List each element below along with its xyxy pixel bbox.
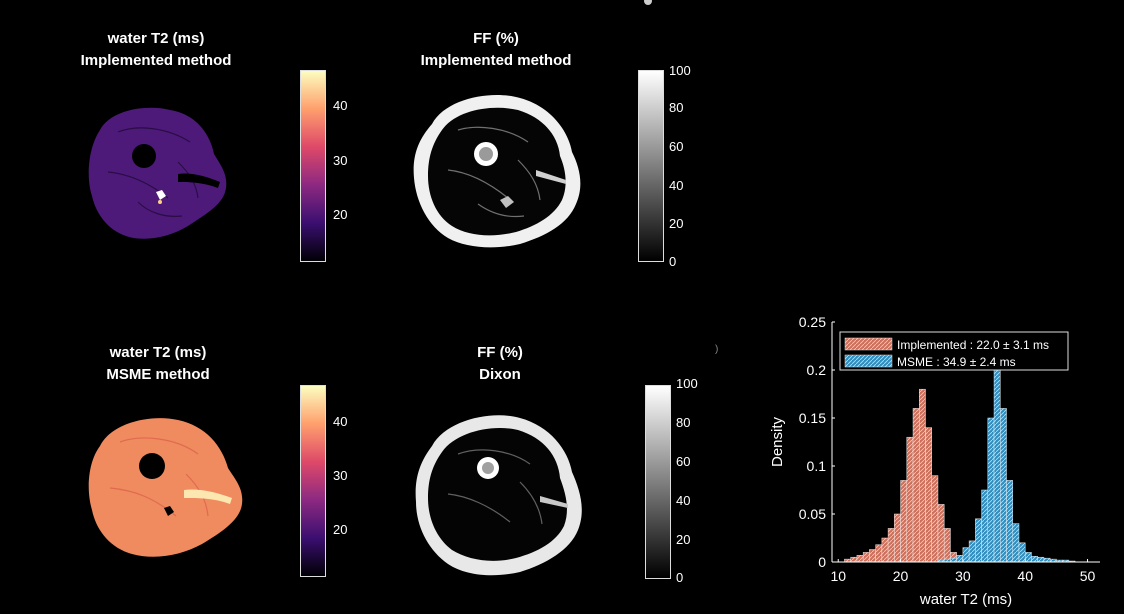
colorbar-tick: 20 — [333, 207, 348, 222]
legend-label-msme: MSME : 34.9 ± 2.4 ms — [897, 355, 1016, 369]
colorbar-ff-implemented — [638, 70, 664, 262]
y-axis-label: Density — [769, 416, 786, 467]
t2-map-implemented-image — [88, 107, 227, 239]
colorbar-tick: 60 — [676, 454, 691, 469]
histogram-bar-implemented — [925, 427, 932, 563]
histogram-bar-msme — [987, 417, 995, 563]
histogram-bar-msme — [968, 540, 976, 563]
panel-title-ff-implemented: FF (%) Implemented method — [386, 28, 606, 72]
panel-title-t2-implemented: water T2 (ms) Implemented method — [46, 28, 266, 72]
histogram-bar-implemented — [900, 480, 908, 563]
colorbar-tick: 60 — [669, 139, 684, 154]
colorbar-t2-implemented — [300, 70, 326, 262]
title-line: MSME method — [106, 366, 210, 383]
ff-map-implemented-image — [413, 95, 581, 248]
colorbar-tick: 40 — [333, 98, 348, 113]
histogram-bar-msme — [981, 489, 989, 563]
legend-swatch-msme — [844, 354, 893, 368]
colorbar-tick: 20 — [669, 216, 684, 231]
y-tick-label: 0.1 — [807, 458, 827, 474]
histogram-bar-implemented — [943, 528, 951, 563]
t2-density-histogram: 10 20 30 40 50 0 0.05 0.1 0.15 0.2 0.25 water T2 (m… — [769, 314, 1100, 608]
colorbar-tick: 30 — [333, 468, 348, 483]
ff-map-dixon-image — [415, 415, 582, 576]
histogram-bar-implemented — [894, 513, 901, 563]
x-tick-label: 30 — [955, 568, 971, 584]
histogram-bar-implemented — [856, 555, 864, 563]
colorbar-tick: 20 — [333, 522, 348, 537]
colorbar-t2-msme — [300, 385, 326, 577]
x-tick-label: 50 — [1080, 568, 1096, 584]
y-tick-label: 0.2 — [807, 362, 827, 378]
y-tick-label: 0.15 — [799, 410, 826, 426]
histogram-bar-msme — [1024, 552, 1032, 563]
colorbar-tick: 100 — [676, 376, 698, 391]
histogram-bar-msme — [950, 557, 957, 563]
histogram-bar-implemented — [906, 436, 914, 563]
histogram-bar-msme — [1012, 523, 1020, 563]
title-line: Implemented method — [420, 52, 572, 69]
title-line: water T2 (ms) — [107, 30, 205, 47]
histogram-bar-implemented — [912, 408, 920, 563]
panel-title-ff-dixon: FF (%) Dixon — [390, 342, 610, 386]
histogram-bar-implemented — [862, 552, 870, 563]
histogram-bar-implemented — [875, 544, 883, 563]
histogram-bar-msme — [1000, 408, 1007, 563]
histogram-bar-msme — [1006, 480, 1013, 563]
histogram-bar-implemented — [881, 537, 889, 563]
histogram-bar-msme — [1037, 556, 1045, 563]
histogram-bar-msme — [975, 518, 982, 563]
title-line: water T2 (ms) — [109, 344, 207, 361]
colorbar-ff-dixon — [645, 385, 671, 579]
histogram-bar-implemented — [937, 504, 945, 563]
panel-title-t2-msme: water T2 (ms) MSME method — [48, 342, 268, 386]
legend-swatch-implemented — [844, 337, 893, 351]
x-tick-label: 10 — [830, 568, 846, 584]
title-line: FF (%) — [477, 344, 523, 361]
colorbar-tick: 40 — [333, 414, 348, 429]
colorbar-tick: 20 — [676, 532, 691, 547]
histogram-bar-msme — [993, 369, 1001, 563]
window-indicator-dot — [644, 0, 652, 5]
colorbar-tick: 0 — [676, 570, 684, 585]
histogram-bar-implemented — [887, 528, 895, 563]
histogram-bar-implemented — [850, 556, 858, 563]
title-line: Implemented method — [80, 52, 232, 69]
histogram-bar-msme — [956, 555, 964, 563]
colorbar-tick: 80 — [669, 100, 684, 115]
histogram-bar-msme — [1043, 557, 1051, 563]
x-tick-label: 40 — [1017, 568, 1033, 584]
histogram-bar-msme — [962, 547, 970, 563]
t2-map-msme-image — [88, 418, 243, 557]
title-line: FF (%) — [473, 30, 519, 47]
histogram-bar-implemented — [931, 475, 939, 563]
histogram-bar-msme — [1031, 555, 1038, 563]
legend-label-implemented: Implemented : 22.0 ± 3.1 ms — [897, 338, 1049, 352]
title-line: Dixon — [479, 366, 521, 383]
histogram-bar-msme — [1018, 542, 1026, 563]
y-tick-label: 0.05 — [799, 506, 826, 522]
y-tick-label: 0.25 — [799, 314, 826, 330]
x-tick-label: 20 — [893, 568, 909, 584]
histogram-bar-implemented — [869, 549, 876, 563]
histogram-bar-implemented — [919, 388, 926, 563]
colorbar-tick: 80 — [676, 415, 691, 430]
colorbar-tick: 30 — [333, 153, 348, 168]
colorbar-tick: 0 — [669, 254, 677, 269]
colorbar-tick: 40 — [669, 178, 684, 193]
small-marker: ) — [715, 344, 719, 355]
colorbar-tick: 100 — [669, 63, 691, 78]
colorbar-tick: 40 — [676, 493, 691, 508]
y-tick-label: 0 — [818, 554, 826, 570]
x-axis-label: water T2 (ms) — [919, 591, 1012, 608]
